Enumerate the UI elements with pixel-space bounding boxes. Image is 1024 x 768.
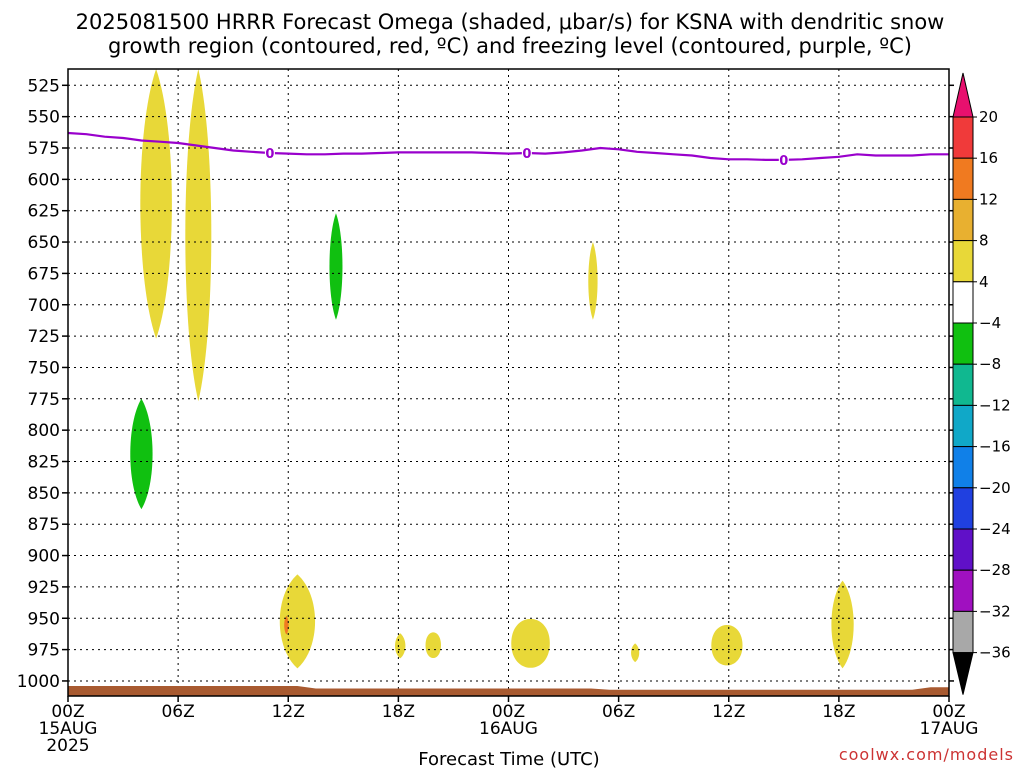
surface-terrain [68, 685, 949, 696]
x-tick-label-36-1: 12Z [712, 702, 745, 722]
y-axis-ticks: 525 550 575 600 625 650 675 700 725 750 775 800 825 8… [17, 76, 954, 692]
chart-title-line-1: 2025081500 HRRR Forecast Omega (shaded, … [76, 10, 945, 34]
y-tick-label-725: 725 [28, 327, 60, 347]
colorbar-label-7: −8 [979, 355, 1001, 373]
colorbar-top-arrow [952, 72, 974, 118]
colorbar-label-14: −36 [979, 644, 1011, 662]
colorbar-label-9: −16 [979, 438, 1011, 456]
y-tick-label-875: 875 [28, 515, 60, 535]
x-tick-label-30-1: 06Z [602, 702, 635, 722]
y-tick-label-900: 900 [28, 547, 60, 567]
y-tick-label-775: 775 [28, 390, 60, 410]
x-tick-label-24-1: 00Z [492, 702, 525, 722]
colorbar-swatch-11 [952, 528, 974, 571]
colorbar-label-5: 4 [979, 273, 989, 291]
colorbar-label-11: −24 [979, 520, 1011, 538]
y-tick-label-1000: 1000 [17, 672, 60, 692]
omega-region-1 [140, 69, 172, 339]
colorbar: 20 16 12 8 4 −4 −8 −12 −16 −20 −24 −28 −32 −36 [952, 72, 1011, 695]
colorbar-label-2: 16 [979, 149, 998, 167]
colorbar-swatch-6 [952, 322, 974, 365]
y-tick-label-975: 975 [28, 641, 60, 661]
colorbar-label-13: −32 [979, 602, 1011, 620]
omega-region-7 [284, 615, 289, 635]
freezing-level-label-2: 0 [522, 147, 531, 162]
omega-region-9 [425, 632, 441, 659]
colorbar-label-1: 20 [979, 108, 998, 126]
y-tick-label-800: 800 [28, 421, 60, 441]
omega-region-2 [185, 69, 212, 402]
freezing-label-bg-3 [778, 152, 789, 167]
freezing-level-layer: 0 0 0 [67, 131, 949, 169]
y-tick-label-525: 525 [28, 76, 60, 96]
colorbar-bottom-arrow [952, 652, 974, 695]
x-tick-label-42-1: 18Z [822, 702, 855, 722]
y-tick-label-750: 750 [28, 358, 60, 378]
y-tick-label-825: 825 [28, 453, 60, 473]
x-tick-label-0-3: 2025 [46, 736, 89, 756]
y-tick-label-675: 675 [28, 264, 60, 284]
omega-region-10 [511, 618, 550, 668]
y-tick-label-700: 700 [28, 296, 60, 316]
x-tick-label-48-2: 17AUG [920, 719, 979, 739]
chart-title-line-2: growth region (contoured, red, ºC) and f… [108, 34, 912, 58]
colorbar-label-4: 8 [979, 232, 989, 250]
colorbar-swatch-13 [952, 610, 974, 654]
x-tick-label-18-1: 18Z [382, 702, 415, 722]
y-tick-label-575: 575 [28, 139, 60, 159]
y-tick-label-925: 925 [28, 578, 60, 598]
y-tick-label-950: 950 [28, 609, 60, 629]
x-tick-label-48-1: 00Z [932, 702, 965, 722]
colorbar-swatch-5 [952, 281, 974, 324]
x-tick-label-12-1: 12Z [272, 702, 305, 722]
omega-region-3 [130, 398, 153, 510]
y-tick-label-600: 600 [28, 170, 60, 190]
colorbar-swatch-10 [952, 487, 974, 530]
colorbar-label-8: −12 [979, 396, 1011, 414]
colorbar-swatch-12 [952, 569, 974, 612]
surface-terrain-layer [68, 685, 949, 696]
x-axis-label: Forecast Time (UTC) [418, 749, 599, 768]
colorbar-label-10: −20 [979, 479, 1011, 497]
omega-region-13 [831, 580, 854, 669]
grid-lines [68, 69, 949, 696]
omega-region-12 [711, 625, 743, 666]
y-tick-label-850: 850 [28, 484, 60, 504]
x-tick-label-0-2: 15AUG [39, 719, 98, 739]
freezing-label-bg-1 [264, 146, 275, 161]
credit-text: coolwx.com/models [839, 745, 1014, 764]
freezing-level-label-3: 0 [779, 154, 788, 169]
freezing-level-label-1: 0 [265, 147, 274, 162]
colorbar-swatch-8 [952, 404, 974, 448]
colorbar-swatch-7 [952, 363, 974, 406]
y-tick-label-650: 650 [28, 233, 60, 253]
colorbar-swatch-1 [952, 116, 974, 159]
freezing-label-bg-2 [521, 146, 532, 161]
y-tick-label-550: 550 [28, 108, 60, 128]
omega-region-11 [631, 643, 640, 663]
colorbar-swatch-2 [952, 157, 974, 200]
colorbar-swatch-3 [952, 198, 974, 242]
colorbar-swatch-4 [952, 240, 974, 283]
x-tick-label-24-2: 16AUG [479, 719, 538, 739]
colorbar-label-12: −28 [979, 561, 1011, 579]
freezing-level-line [67, 131, 949, 161]
x-tick-label-0-1: 00Z [51, 702, 84, 722]
colorbar-label-3: 12 [979, 190, 998, 208]
colorbar-label-6: −4 [979, 314, 1001, 332]
omega-region-4 [329, 213, 343, 320]
omega-shading-layer [130, 69, 854, 669]
x-tick-label-6-1: 06Z [161, 702, 194, 722]
omega-region-8 [395, 633, 406, 659]
y-tick-label-625: 625 [28, 202, 60, 222]
omega-region-5 [588, 242, 598, 320]
colorbar-swatch-9 [952, 446, 974, 489]
